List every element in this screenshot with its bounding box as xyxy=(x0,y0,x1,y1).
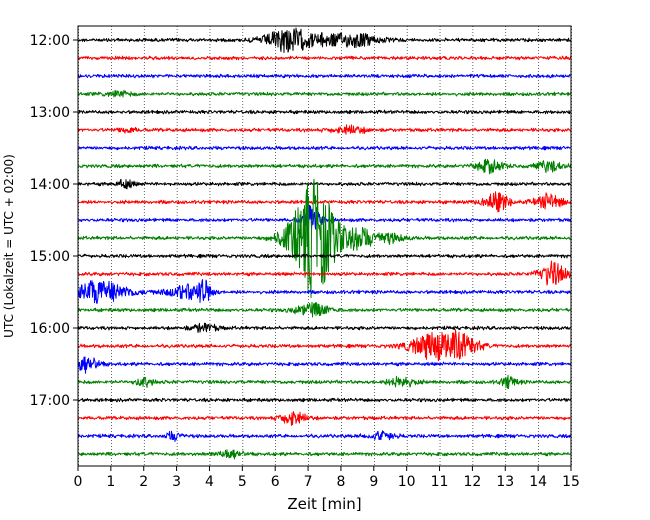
x-tick-label: 15 xyxy=(562,474,580,490)
x-tick-label: 12 xyxy=(463,474,481,490)
trace-1730 xyxy=(77,430,572,442)
trace-1300 xyxy=(77,109,572,115)
trace-1700 xyxy=(77,397,572,403)
x-tick-label: 4 xyxy=(205,474,214,490)
y-tick-label: 14:00 xyxy=(30,177,70,193)
y-tick-label: 15:00 xyxy=(30,249,70,265)
trace-1230 xyxy=(77,73,572,79)
x-tick-label: 14 xyxy=(529,474,547,490)
trace-1415 xyxy=(77,191,572,213)
trace-1500 xyxy=(77,253,572,259)
trace-1330 xyxy=(77,145,572,151)
y-axis-label: UTC (Lokalzeit = UTC + 02:00) xyxy=(2,154,16,338)
x-tick-label: 5 xyxy=(238,474,247,490)
trace-1315 xyxy=(77,124,572,135)
x-tick-label: 3 xyxy=(172,474,181,490)
x-tick-label: 8 xyxy=(336,474,345,490)
trace-1215 xyxy=(77,55,572,61)
x-tick-label: 13 xyxy=(496,474,514,490)
y-tick-label: 17:00 xyxy=(30,393,70,409)
trace-1245 xyxy=(77,89,572,98)
y-axis-ticks: 12:00 13:00 14:00 15:00 16:00 17:00 xyxy=(30,33,78,409)
trace-1400 xyxy=(77,178,572,190)
x-tick-label: 9 xyxy=(369,474,378,490)
x-tick-label: 2 xyxy=(139,474,148,490)
trace-1645 xyxy=(77,374,572,390)
trace-1615 xyxy=(77,329,572,362)
seismic-traces xyxy=(77,27,572,460)
x-tick-label: 0 xyxy=(74,474,83,490)
x-tick-label: 6 xyxy=(271,474,280,490)
y-tick-label: 13:00 xyxy=(30,105,70,121)
trace-1530 xyxy=(77,279,572,304)
trace-1545 xyxy=(77,301,572,318)
plot-frame xyxy=(77,25,572,467)
x-tick-label: 1 xyxy=(106,474,115,490)
x-tick-label: 10 xyxy=(398,474,416,490)
trace-1200 xyxy=(77,27,572,54)
x-tick-label: 11 xyxy=(431,474,449,490)
trace-1445 xyxy=(77,178,572,299)
trace-1600 xyxy=(77,322,572,334)
trace-1345 xyxy=(77,158,572,175)
x-axis-ticks: 0 1 2 3 4 5 6 7 8 9 10 11 12 13 14 15 xyxy=(74,466,580,490)
trace-1630 xyxy=(77,356,572,374)
trace-1715 xyxy=(77,411,572,426)
x-axis-label: Zeit [min] xyxy=(287,495,361,513)
y-tick-label: 16:00 xyxy=(30,321,70,337)
trace-1745 xyxy=(77,449,572,460)
trace-1430 xyxy=(77,204,572,232)
x-tick-label: 7 xyxy=(304,474,313,490)
y-tick-label: 12:00 xyxy=(30,33,70,49)
trace-1515 xyxy=(77,260,572,286)
